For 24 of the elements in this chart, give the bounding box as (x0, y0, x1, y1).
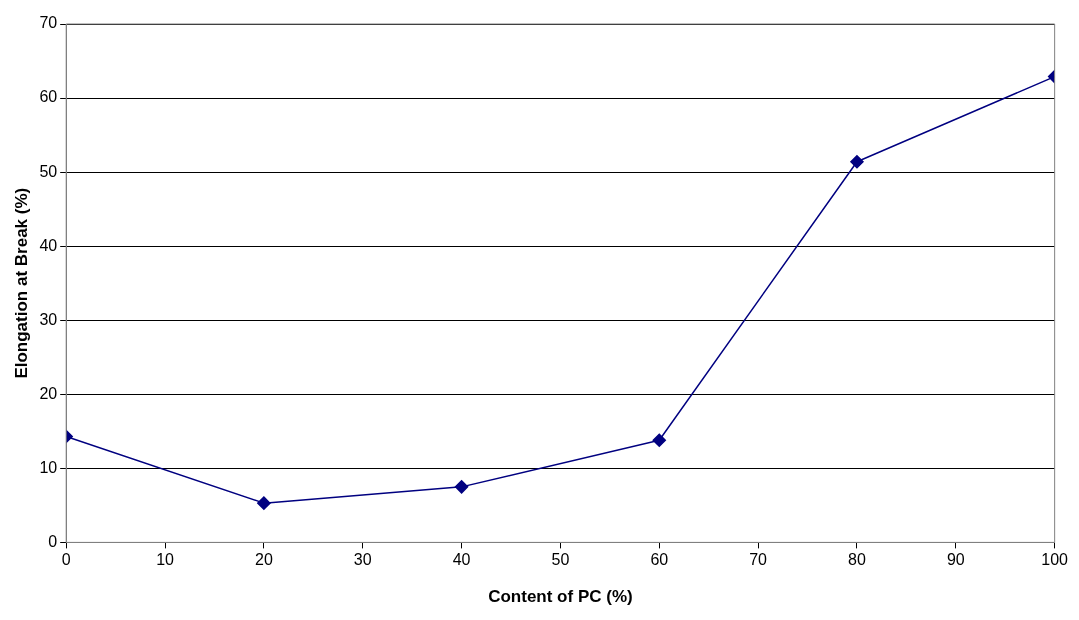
x-tick-label: 10 (156, 551, 175, 569)
x-tick-label: 70 (749, 551, 768, 569)
y-tick-label: 30 (39, 310, 58, 328)
y-tick-label: 70 (39, 14, 58, 32)
y-axis-title: Elongation at Break (%) (11, 187, 31, 379)
x-tick-label: 0 (61, 551, 71, 569)
x-tick-label: 20 (254, 551, 273, 569)
y-tick-label: 50 (39, 162, 58, 180)
point (257, 496, 271, 510)
x-tick-label: 100 (1041, 551, 1069, 569)
point (454, 480, 469, 494)
y-tick-label: 60 (39, 88, 58, 106)
x-tick-label: 90 (946, 551, 965, 569)
y-tick-label: 0 (48, 532, 58, 550)
y-tick-label: 10 (39, 458, 58, 476)
y-tick-label: 20 (39, 384, 58, 402)
x-tick-label: 80 (848, 551, 866, 569)
x-tick-label: 50 (551, 551, 570, 569)
point (652, 433, 667, 447)
x-tick-label: 60 (650, 551, 669, 569)
x-tick-label: 30 (353, 551, 372, 569)
y-tick-label: 40 (39, 236, 58, 254)
x-tick-label: 40 (452, 551, 471, 569)
x-axis-title: Content of PC (%) (488, 587, 633, 607)
